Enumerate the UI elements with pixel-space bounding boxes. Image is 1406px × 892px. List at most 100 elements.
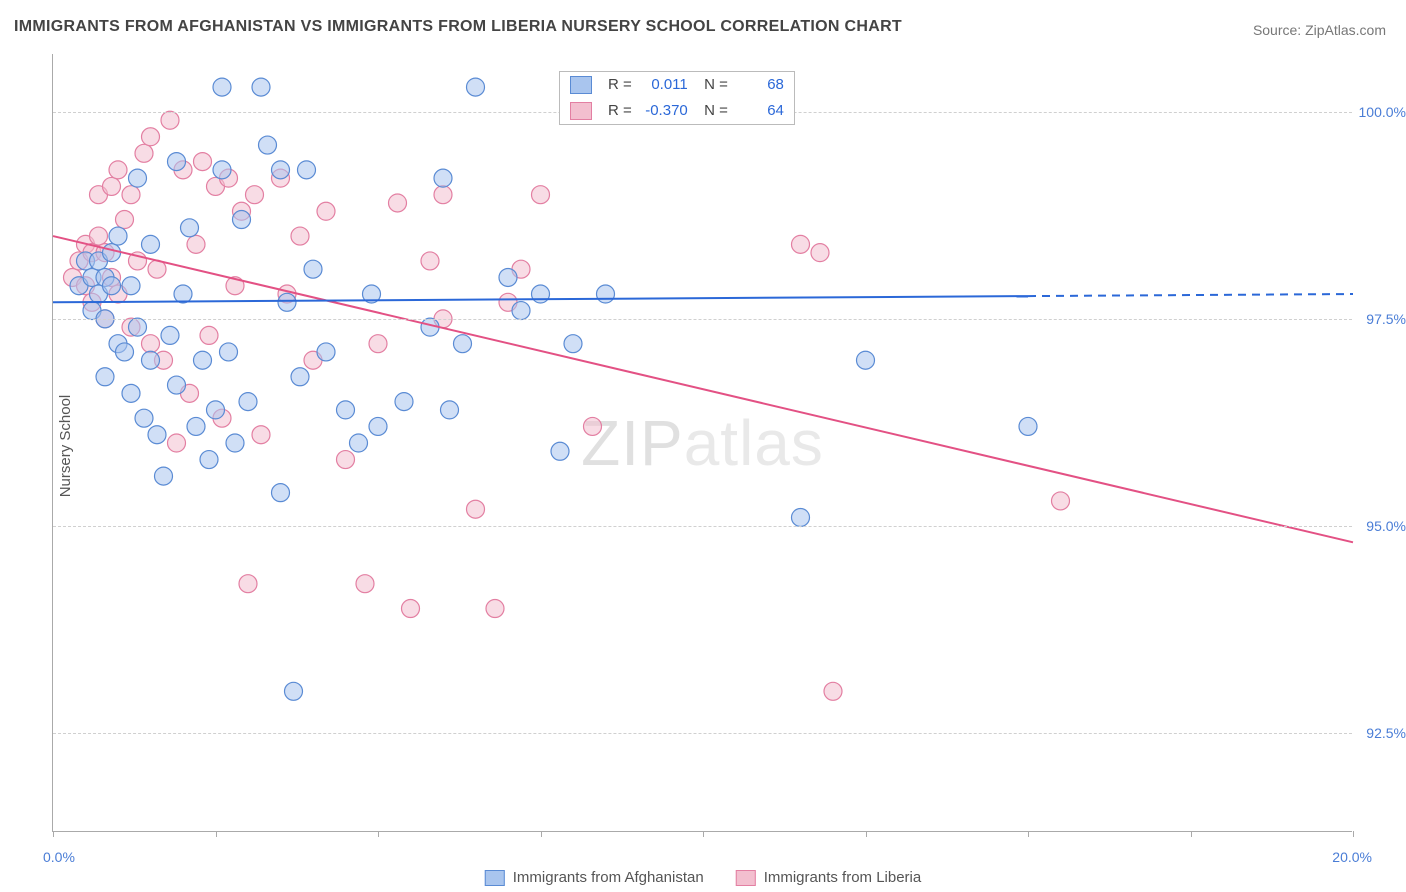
data-point	[168, 376, 186, 394]
data-point	[129, 169, 147, 187]
data-point	[337, 451, 355, 469]
data-point	[96, 368, 114, 386]
data-point	[200, 451, 218, 469]
data-point	[103, 244, 121, 262]
data-point	[551, 442, 569, 460]
data-point	[395, 393, 413, 411]
data-point	[168, 434, 186, 452]
data-point	[291, 368, 309, 386]
data-point	[1019, 417, 1037, 435]
data-point	[161, 111, 179, 129]
stats-r-value: 0.011	[640, 76, 688, 93]
xtick	[1353, 831, 1354, 837]
ytick-label: 100.0%	[1359, 104, 1406, 120]
source-attribution: Source: ZipAtlas.com	[1253, 22, 1386, 38]
data-point	[161, 326, 179, 344]
data-point	[304, 260, 322, 278]
data-point	[434, 169, 452, 187]
ytick-label: 97.5%	[1366, 311, 1406, 327]
data-point	[792, 235, 810, 253]
chart-title: IMMIGRANTS FROM AFGHANISTAN VS IMMIGRANT…	[14, 18, 902, 36]
data-point	[135, 409, 153, 427]
data-point	[239, 393, 257, 411]
data-point	[116, 211, 134, 229]
xtick	[703, 831, 704, 837]
x-min-label: 0.0%	[43, 849, 75, 865]
data-point	[532, 285, 550, 303]
data-point	[350, 434, 368, 452]
xtick	[866, 831, 867, 837]
ytick-label: 95.0%	[1366, 518, 1406, 534]
data-point	[317, 202, 335, 220]
gridline	[53, 733, 1352, 734]
swatch-afghanistan	[485, 870, 505, 886]
legend-label-afghanistan: Immigrants from Afghanistan	[513, 869, 704, 886]
data-point	[278, 293, 296, 311]
data-point	[298, 161, 316, 179]
stats-n-value: 64	[736, 102, 784, 119]
chart-container: IMMIGRANTS FROM AFGHANISTAN VS IMMIGRANT…	[0, 0, 1406, 892]
data-point	[564, 335, 582, 353]
stats-n-value: 68	[736, 76, 784, 93]
data-point	[220, 343, 238, 361]
data-point	[122, 277, 140, 295]
data-point	[122, 384, 140, 402]
legend-item-liberia: Immigrants from Liberia	[736, 869, 922, 886]
data-point	[285, 682, 303, 700]
stats-row: R = 0.011 N = 68	[560, 72, 794, 98]
xtick	[1191, 831, 1192, 837]
stats-row: R = -0.370 N = 64	[560, 98, 794, 124]
data-point	[259, 136, 277, 154]
data-point	[187, 417, 205, 435]
data-point	[135, 144, 153, 162]
data-point	[402, 600, 420, 618]
data-point	[532, 186, 550, 204]
data-point	[239, 575, 257, 593]
xtick	[53, 831, 54, 837]
gridline	[53, 319, 1352, 320]
stats-r-label: R =	[608, 76, 632, 93]
data-point	[291, 227, 309, 245]
data-point	[369, 335, 387, 353]
data-point	[337, 401, 355, 419]
legend-item-afghanistan: Immigrants from Afghanistan	[485, 869, 704, 886]
stats-legend: R = 0.011 N = 68 R = -0.370 N = 64	[559, 71, 795, 125]
data-point	[116, 343, 134, 361]
data-point	[356, 575, 374, 593]
legend-label-liberia: Immigrants from Liberia	[764, 869, 922, 886]
data-point	[109, 227, 127, 245]
data-point	[252, 78, 270, 96]
xtick	[378, 831, 379, 837]
data-point	[142, 235, 160, 253]
data-point	[174, 285, 192, 303]
stats-swatch	[570, 102, 592, 120]
data-point	[90, 227, 108, 245]
plot-area: ZIPatlas 100.0%97.5%95.0%92.5%0.0%20.0%	[52, 54, 1352, 832]
data-point	[857, 351, 875, 369]
x-max-label: 20.0%	[1332, 849, 1372, 865]
data-point	[584, 417, 602, 435]
swatch-liberia	[736, 870, 756, 886]
data-point	[369, 417, 387, 435]
xtick	[541, 831, 542, 837]
data-point	[512, 302, 530, 320]
data-point	[155, 467, 173, 485]
stats-n-label: N =	[696, 76, 728, 93]
data-point	[441, 401, 459, 419]
data-point	[467, 78, 485, 96]
data-point	[792, 508, 810, 526]
data-point	[317, 343, 335, 361]
ytick-label: 92.5%	[1366, 725, 1406, 741]
data-point	[213, 161, 231, 179]
stats-n-label: N =	[696, 102, 728, 119]
trendline	[53, 236, 1353, 542]
gridline	[53, 526, 1352, 527]
data-point	[421, 252, 439, 270]
data-point	[148, 426, 166, 444]
data-point	[272, 484, 290, 502]
trendline-dashed	[1028, 294, 1353, 296]
data-point	[103, 277, 121, 295]
stats-swatch	[570, 76, 592, 94]
data-point	[1052, 492, 1070, 510]
data-point	[233, 211, 251, 229]
